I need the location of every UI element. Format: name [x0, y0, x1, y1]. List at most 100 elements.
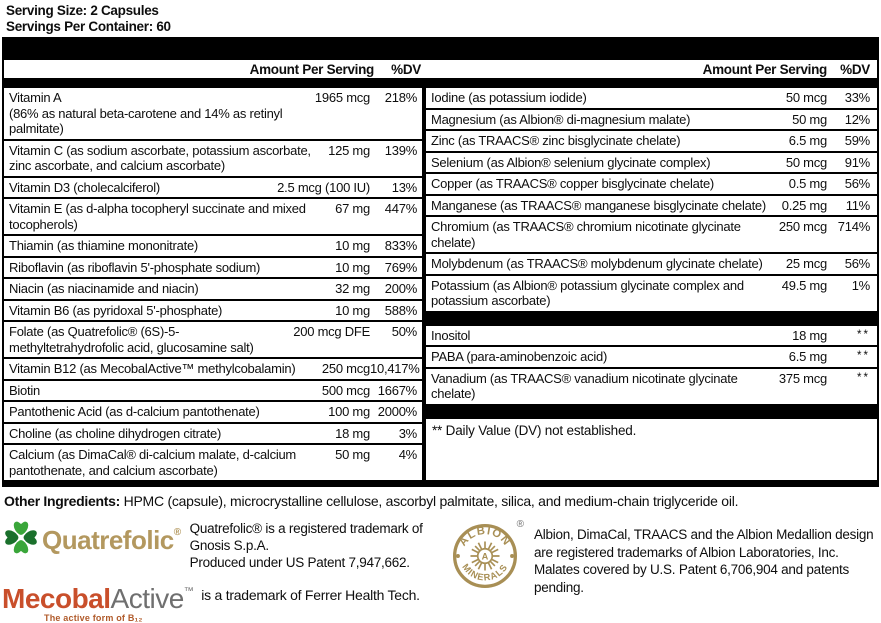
table-row: Vitamin D3 (cholecalciferol) 2.5 mcg (100…	[4, 178, 422, 199]
table-row: Thiamin (as thiamine mononitrate) 10 mg 83…	[4, 236, 422, 258]
mecobalactive-block: MecobalActive™ The active form of B₁₂ is…	[2, 578, 452, 623]
mecobal-wordmark-part2: Active	[110, 583, 185, 614]
nutrient-amount: 0.5 mg	[788, 176, 828, 191]
nutrient-amount: 50 mg	[335, 447, 370, 462]
nutrient-dv: 588%	[384, 302, 418, 318]
nutrient-name: Biotin	[9, 382, 41, 398]
trademark-section: Quatrefolic® Quatrefolic® is a registere…	[2, 514, 879, 623]
other-ingredients-text: HPMC (capsule), microcrystalline cellulo…	[119, 493, 739, 509]
trademark-left-block: Quatrefolic® Quatrefolic® is a registere…	[2, 514, 452, 623]
nutrient-amount: 10 mg	[335, 259, 370, 275]
nutrient-dv: 2000%	[377, 404, 417, 419]
nutrient-amount: 32 mg	[335, 281, 370, 296]
nutrient-name: Selenium (as Albion® selenium glycinate …	[431, 154, 711, 170]
column-headers: Amount Per Serving %DV Amount Per Servin…	[4, 60, 877, 78]
table-row: Vitamin C (as sodium ascorbate, potassiu…	[4, 141, 422, 178]
registered-mark-icon: ®	[173, 527, 181, 538]
table-row: Vitamin A (86% as natural beta-carotene a…	[4, 88, 422, 141]
right-column-header: Amount Per Serving %DV	[426, 62, 877, 77]
table-row: Vitamin B12 (as MecobalActive™ methylcob…	[4, 359, 422, 381]
nutrient-dv: **	[857, 328, 870, 341]
mecobal-wordmark-part1: Mecobal	[2, 583, 111, 614]
nutrient-name: Manganese (as TRAACS® manganese bisglyci…	[431, 197, 766, 213]
section-divider-bar	[426, 310, 877, 326]
nutrient-name: Vitamin E (as d-alpha tocopheryl succina…	[9, 201, 306, 232]
table-row: Selenium (as Albion® selenium glycinate …	[426, 153, 877, 174]
left-column-header: Amount Per Serving %DV	[4, 62, 426, 77]
nutrient-amount: 375 mcg	[778, 370, 827, 386]
minerals-section: Iodine (as potassium iodide) 50 mcg 33% Mag…	[426, 88, 877, 311]
nutrient-amount: 200 mcg DFE	[293, 324, 370, 339]
svg-text:A: A	[482, 551, 489, 561]
nutrient-name: Magnesium (as Albion® di-magnesium malat…	[431, 111, 691, 127]
table-row: Choline (as choline dihydrogen citrate) 1…	[4, 424, 422, 445]
nutrient-amount: 18 mg	[335, 425, 370, 441]
nutrient-dv: 4%	[398, 447, 418, 462]
nutrient-dv: 56%	[844, 176, 871, 191]
header-divider-bar	[4, 78, 877, 88]
albion-block: ALBION MINERALS	[452, 519, 879, 623]
nutrient-amount: 10 mg	[335, 302, 370, 318]
nutrient-amount: 49.5 mg	[781, 277, 827, 293]
table-row: Vanadium (as TRAACS® vanadium nicotinate…	[426, 369, 877, 404]
nutrient-name: Vitamin B12 (as MecobalActive™ methylcob…	[9, 361, 296, 376]
table-row: Calcium (as DimaCal® di-calcium malate, …	[4, 445, 422, 480]
nutrient-amount: 0.25 mg	[781, 197, 827, 213]
bottom-black-bar	[4, 480, 877, 487]
nutrient-name: Vitamin B6 (as pyridoxal 5'-phosphate)	[9, 302, 223, 318]
table-row: Chromium (as TRAACS® chromium nicotinate…	[426, 217, 877, 254]
table-row: Biotin 500 mcg 1667%	[4, 381, 422, 402]
nutrient-dv: 833%	[384, 238, 418, 253]
nutrient-name: Pantothenic Acid (as d-calcium pantothen…	[9, 404, 260, 419]
nutrient-name-detail: (86% as natural beta-carotene and 14% as…	[9, 105, 283, 137]
amount-per-serving-header: Amount Per Serving	[249, 62, 375, 77]
nutrient-amount: 1965 mcg	[314, 90, 370, 105]
nutrient-dv: 218%	[384, 90, 418, 105]
nutrient-name: Niacin (as niacinamide and niacin)	[9, 281, 199, 296]
nutrient-name: Iodine (as potassium iodide)	[431, 90, 587, 105]
nutrient-dv: 11%	[845, 197, 871, 213]
other-ingredients-label: Other Ingredients:	[4, 493, 120, 509]
nutrient-amount: 125 mg	[328, 142, 370, 158]
nutrient-dv: 33%	[844, 90, 871, 105]
table-row: Magnesium (as Albion® di-magnesium malat…	[426, 110, 877, 131]
nutrient-amount: 2.5 mcg (100 IU)	[277, 179, 370, 195]
table-row: Niacin (as niacinamide and niacin) 32 mg 2…	[4, 279, 422, 301]
table-row: Vitamin B6 (as pyridoxal 5'-phosphate) 10…	[4, 301, 422, 322]
nutrient-amount: 50 mcg	[785, 90, 827, 105]
table-row: Zinc (as TRAACS® zinc bisglycinate chela…	[426, 131, 877, 153]
nutrient-name: Thiamin (as thiamine mononitrate)	[9, 238, 198, 253]
nutrient-name: Vitamin A (86% as natural beta-carotene a…	[4, 90, 309, 137]
nutrient-dv: 59%	[844, 133, 871, 148]
dv-footnote: ** Daily Value (DV) not established.	[432, 422, 637, 438]
nutrient-dv: 1667%	[377, 382, 417, 398]
nutrient-name: Choline (as choline dihydrogen citrate)	[9, 425, 222, 441]
registered-mark-icon: ®	[516, 519, 524, 530]
nutrient-amount: 10 mg	[335, 238, 370, 253]
albion-trademark-text: Albion, DimaCal, TRAACS and the Albion M…	[534, 527, 874, 595]
nutrient-name: Zinc (as TRAACS® zinc bisglycinate chela…	[431, 133, 681, 148]
table-row: PABA (para-aminobenzoic acid) 6.5 mg **	[426, 347, 877, 369]
nutrient-amount: 18 mg	[792, 327, 827, 343]
nutrient-amount: 250 mcg	[778, 219, 827, 234]
nutrient-amount: 250 mcg	[321, 361, 370, 376]
nutrient-name: Riboflavin (as riboflavin 5'-phosphate s…	[9, 259, 261, 275]
nutrient-dv: 10,417%	[370, 361, 420, 376]
quatrefolic-block: Quatrefolic® Quatrefolic® is a registere…	[2, 518, 452, 571]
nutrient-amount: 500 mcg	[321, 382, 370, 398]
albion-medallion-logo: ALBION MINERALS	[452, 519, 526, 594]
nutrient-dv: 13%	[391, 179, 418, 195]
dv-header: %DV	[391, 62, 421, 77]
facts-table: Amount Per Serving %DV Amount Per Servin…	[2, 37, 879, 487]
table-row: Copper (as TRAACS® copper bisglycinate c…	[426, 174, 877, 196]
nutrient-dv: 769%	[384, 259, 418, 275]
nutrient-amount: 25 mcg	[785, 256, 827, 271]
nutrient-name: PABA (para-aminobenzoic acid)	[431, 349, 608, 364]
nutrient-amount: 50 mg	[792, 111, 827, 127]
nutrient-amount: 6.5 mg	[788, 133, 828, 148]
clover-icon	[5, 521, 37, 553]
nutrient-dv: 3%	[398, 425, 418, 441]
quatrefolic-logo: Quatrefolic®	[2, 518, 181, 555]
table-row: Folate (as Quatrefolic® (6S)-5-methyltet…	[4, 322, 422, 359]
table-row: Iodine (as potassium iodide) 50 mcg 33%	[426, 88, 877, 110]
